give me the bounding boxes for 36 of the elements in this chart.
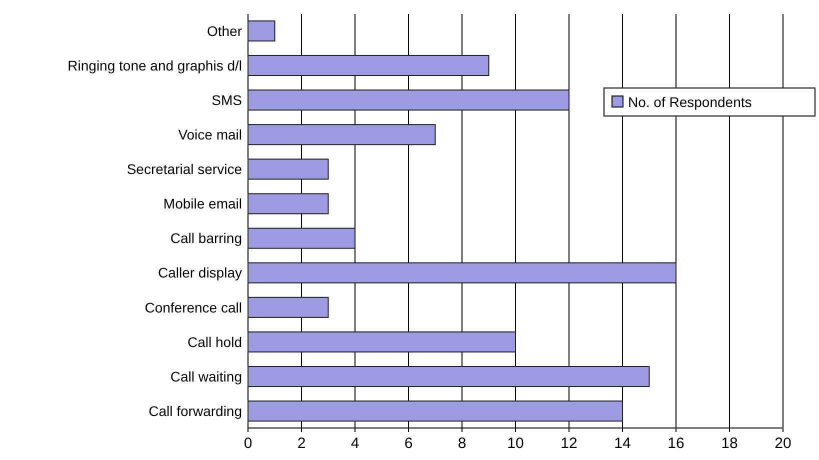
- bar: [248, 90, 570, 111]
- x-tick-label: 20: [774, 435, 792, 452]
- x-tick-label: 16: [668, 435, 684, 452]
- x-tick-label: 12: [560, 435, 578, 452]
- bar: [248, 54, 490, 76]
- x-tick-label: 10: [507, 435, 524, 452]
- bar: [248, 228, 356, 249]
- bar: [248, 366, 650, 388]
- x-tick-label: 6: [404, 435, 413, 452]
- y-tick-label: SMS: [212, 92, 242, 108]
- x-tick-label: 4: [350, 435, 360, 452]
- bar: [248, 296, 329, 318]
- y-tick-label: Call waiting: [170, 368, 242, 384]
- x-tick-label: 2: [297, 435, 306, 452]
- y-tick-label: Call barring: [170, 230, 242, 246]
- y-tick-label: Caller display: [158, 264, 242, 281]
- bar: [248, 400, 623, 422]
- bar: [248, 158, 329, 180]
- bar: [248, 124, 436, 146]
- x-tick-label: 18: [721, 435, 738, 452]
- x-tick-label: 0: [244, 435, 252, 452]
- y-tick-label: Call forwarding: [148, 402, 242, 419]
- y-tick-label: Conference call: [144, 299, 242, 316]
- bar: [248, 262, 676, 284]
- y-tick-label: Call hold: [188, 334, 242, 350]
- y-tick-label: Voice mail: [178, 126, 242, 143]
- y-tick-label: Other: [206, 22, 242, 39]
- bar: [248, 20, 276, 42]
- y-tick-label: Secretarial service: [126, 161, 242, 178]
- x-tick-label: 14: [614, 435, 631, 452]
- bar: [248, 193, 329, 214]
- bar: [248, 331, 516, 352]
- legend-label: No. of Respondents: [628, 94, 752, 110]
- y-tick-label: Mobile email: [163, 196, 242, 212]
- x-tick-label: 8: [458, 435, 466, 452]
- y-tick-label: Ringing tone and graphis d/l: [68, 57, 242, 74]
